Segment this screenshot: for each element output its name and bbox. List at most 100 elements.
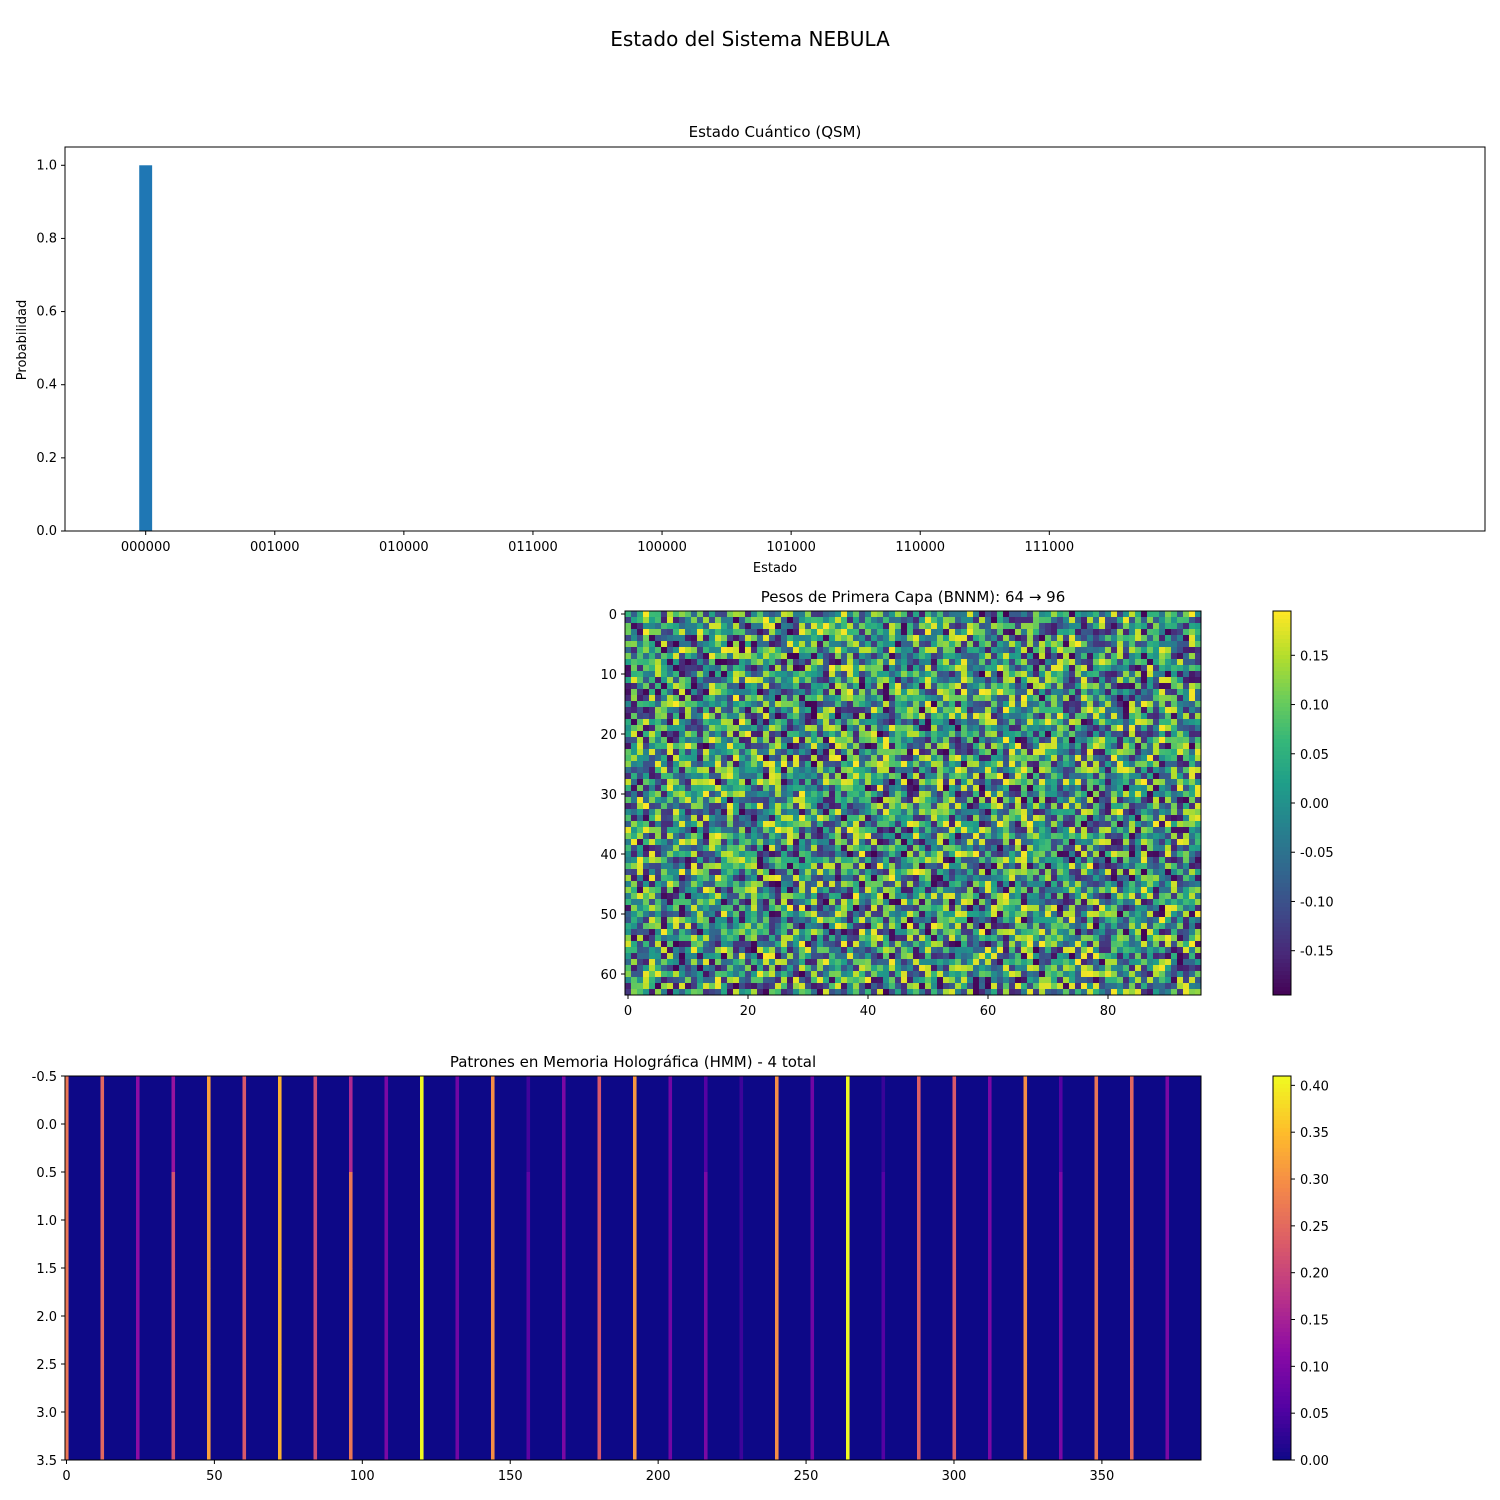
heatmap-cell (1021, 803, 1028, 810)
heatmap-cell (1021, 911, 1028, 918)
heatmap-cell (841, 689, 848, 696)
heatmap-cell (1111, 701, 1118, 708)
heatmap-cell (1087, 851, 1094, 858)
heatmap-cell (1147, 695, 1154, 702)
heatmap-cell (1189, 671, 1196, 678)
heatmap-cell (1021, 905, 1028, 912)
heatmap-cell (859, 773, 866, 780)
heatmap-cell (643, 785, 650, 792)
heatmap-cell (1003, 845, 1010, 852)
heatmap-cell (1105, 713, 1112, 720)
heatmap-cell (715, 845, 722, 852)
heatmap-cell (679, 671, 686, 678)
y-tick-label: 1.0 (36, 158, 57, 173)
heatmap-cell (1165, 683, 1172, 690)
heatmap-cell (709, 833, 716, 840)
heatmap-cell (691, 845, 698, 852)
heatmap-cell (1075, 665, 1082, 672)
heatmap-cell (673, 833, 680, 840)
heatmap-cell (853, 725, 860, 732)
heatmap-cell (757, 647, 764, 654)
heatmap-cell (739, 737, 746, 744)
heatmap-cell (715, 839, 722, 846)
heatmap-cell (805, 629, 812, 636)
heatmap-cell (943, 779, 950, 786)
heatmap-cell (1087, 755, 1094, 762)
heatmap-cell (703, 899, 710, 906)
heatmap-cell (811, 623, 818, 630)
heatmap-cell (907, 713, 914, 720)
heatmap-cell (925, 677, 932, 684)
heatmap-cell (865, 725, 872, 732)
heatmap-cell (871, 863, 878, 870)
heatmap-cell (907, 725, 914, 732)
heatmap-cell (997, 869, 1004, 876)
heatmap-cell (1099, 869, 1106, 876)
heatmap-cell (889, 701, 896, 708)
heatmap-cell (685, 761, 692, 768)
heatmap-cell (1087, 821, 1094, 828)
heatmap-cell (763, 809, 770, 816)
heatmap-cell (1015, 641, 1022, 648)
heatmap-cell (907, 677, 914, 684)
heatmap-cell (1015, 743, 1022, 750)
heatmap-cell (1171, 647, 1178, 654)
heatmap-cell (1075, 653, 1082, 660)
heatmap-cell (805, 893, 812, 900)
heatmap-cell (1045, 641, 1052, 648)
heatmap-cell (1051, 815, 1058, 822)
heatmap-cell (655, 641, 662, 648)
heatmap-cell (721, 917, 728, 924)
heatmap-cell (859, 725, 866, 732)
heatmap-cell (787, 899, 794, 906)
heatmap-cell (871, 815, 878, 822)
heatmap-cell (1195, 701, 1202, 708)
heatmap-cell (865, 671, 872, 678)
heatmap-cell (967, 611, 974, 618)
heatmap-cell (1153, 887, 1160, 894)
heatmap-cell (679, 803, 686, 810)
heatmap-cell (793, 833, 800, 840)
heatmap-cell (913, 749, 920, 756)
heatmap-cell (1099, 845, 1106, 852)
heatmap-cell (991, 677, 998, 684)
heatmap-cell (979, 713, 986, 720)
heatmap-cell (805, 755, 812, 762)
heatmap-cell (949, 683, 956, 690)
heatmap-cell (1123, 713, 1130, 720)
heatmap-cell (1171, 683, 1178, 690)
heatmap-cell (757, 611, 764, 618)
heatmap-cell (775, 737, 782, 744)
heatmap-cell (811, 665, 818, 672)
heatmap-cell (841, 701, 848, 708)
heatmap-cell (985, 623, 992, 630)
heatmap-cell (643, 689, 650, 696)
heatmap-cell (649, 617, 656, 624)
heatmap-cell (679, 887, 686, 894)
heatmap-cell (949, 803, 956, 810)
heatmap-cell (1189, 641, 1196, 648)
heatmap-cell (1111, 647, 1118, 654)
heatmap-cell (721, 851, 728, 858)
heatmap-cell (1021, 899, 1028, 906)
heatmap-cell (961, 647, 968, 654)
heatmap-cell (925, 905, 932, 912)
heatmap-cell (751, 755, 758, 762)
heatmap-cell (919, 707, 926, 714)
heatmap-cell (1195, 839, 1202, 846)
heatmap-cell (775, 743, 782, 750)
heatmap-cell (901, 875, 908, 882)
heatmap-cell (727, 617, 734, 624)
heatmap-cell (1033, 701, 1040, 708)
heatmap-cell (859, 701, 866, 708)
heatmap-cell (1135, 893, 1142, 900)
heatmap-cell (649, 905, 656, 912)
heatmap-cell (1039, 695, 1046, 702)
bar-chart-ylabel: Probabilidad (15, 300, 30, 380)
heatmap-cell (733, 791, 740, 798)
heatmap-cell (769, 803, 776, 810)
heatmap-cell (997, 767, 1004, 774)
heatmap-cell (787, 671, 794, 678)
heatmap-cell (691, 665, 698, 672)
heatmap-cell (1195, 611, 1202, 618)
